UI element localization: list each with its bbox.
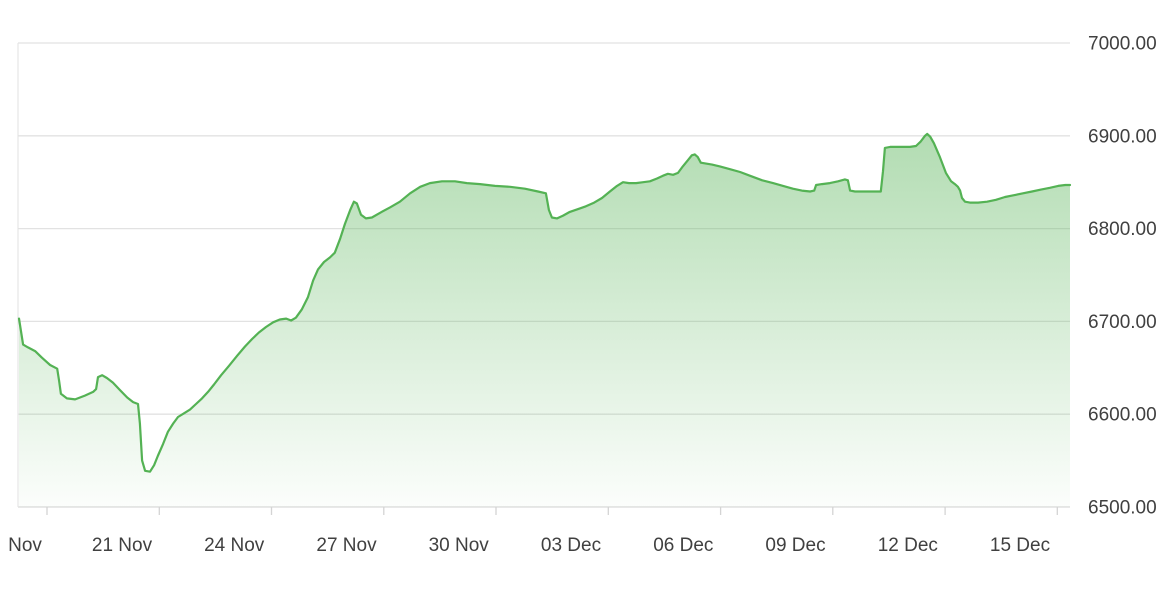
x-axis-label: 15 Dec (990, 535, 1050, 556)
y-axis-label: 6500.00 (1088, 498, 1157, 519)
area-fill (19, 133, 1070, 507)
y-axis-label: 6600.00 (1088, 405, 1157, 426)
x-axis-label: 06 Dec (653, 535, 713, 556)
price-line (17, 132, 1072, 473)
x-axis-label: 24 Nov (204, 535, 265, 556)
x-axis-label: 27 Nov (316, 535, 377, 556)
x-axis-label: 30 Nov (429, 535, 490, 556)
y-axis-label: 6800.00 (1088, 219, 1157, 240)
y-axis-label: 6700.00 (1088, 312, 1157, 333)
x-axis-label: Nov (8, 535, 42, 556)
y-axis-label: 6900.00 (1088, 126, 1157, 147)
x-axis-label: 12 Dec (878, 535, 938, 556)
x-axis-label: 09 Dec (765, 535, 825, 556)
x-axis-label: 21 Nov (92, 535, 153, 556)
x-axis-label: 03 Dec (541, 535, 601, 556)
y-axis-label: 7000.00 (1088, 34, 1157, 55)
